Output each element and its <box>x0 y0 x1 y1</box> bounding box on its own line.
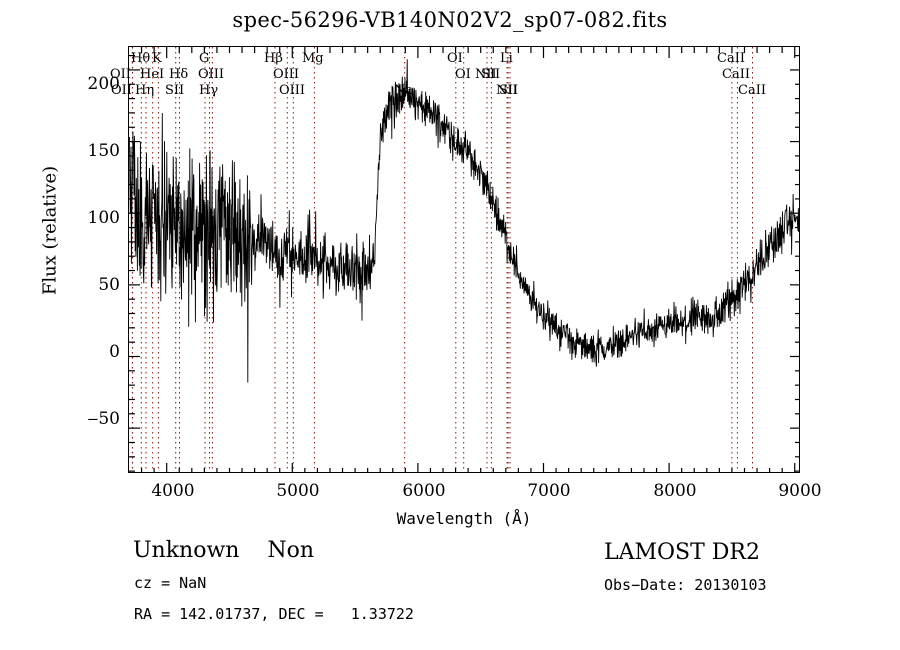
x-tick-label-7000: 7000 <box>527 481 571 501</box>
y-tick-label-200: 200 <box>87 74 120 94</box>
object-class-text: Unknown Non <box>133 538 315 563</box>
y-tick-label-50: 50 <box>98 275 120 295</box>
x-tick-label-9000: 9000 <box>778 481 822 501</box>
x-tick-label-5000: 5000 <box>276 481 320 501</box>
spectrum-trace <box>129 59 799 383</box>
x-tick-label-8000: 8000 <box>653 481 697 501</box>
y-tick-label-150: 150 <box>87 141 120 161</box>
x-tick-label-6000: 6000 <box>402 481 446 501</box>
x-axis-label: Wavelength (Å) <box>396 509 532 528</box>
line-marker-group <box>131 47 753 472</box>
y-tick-label-neg50: ‒50 <box>87 409 120 429</box>
y-tick-label-100: 100 <box>87 208 120 228</box>
axis-tick-marks <box>129 47 799 472</box>
spectrum-canvas <box>129 47 799 472</box>
coords-text: RA = 142.01737, DEC = 1.33722 <box>134 605 414 623</box>
x-tick-label-4000: 4000 <box>151 481 195 501</box>
obs-date-text: Obs−Date: 20130103 <box>604 576 767 594</box>
page-title: spec-56296-VB140N02V2_sp07-082.fits <box>232 8 668 32</box>
cz-text: cz = NaN <box>134 574 207 592</box>
survey-text: LAMOST DR2 <box>604 540 760 565</box>
y-tick-label-0: 0 <box>109 342 120 362</box>
spectrum-plot-frame <box>128 46 800 473</box>
